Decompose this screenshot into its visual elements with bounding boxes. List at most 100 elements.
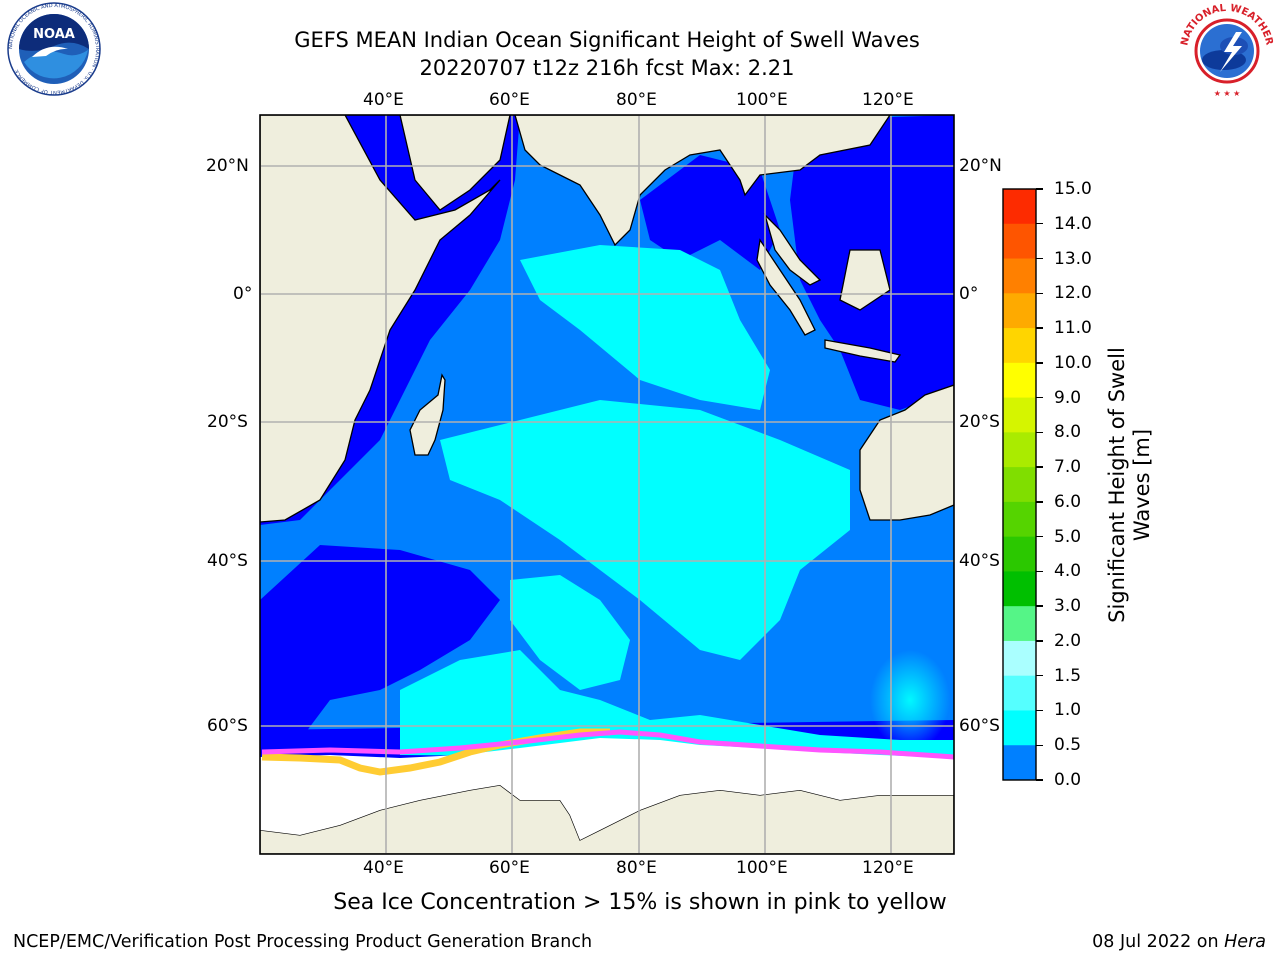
colorbar-tick-mark xyxy=(1036,675,1043,677)
colorbar-band xyxy=(1003,293,1036,329)
map-grid xyxy=(260,115,954,854)
colorbar-tick-label: 8.0 xyxy=(1054,422,1082,443)
colorbar-tick-mark xyxy=(1036,709,1043,712)
colorbar-tick-label: 12.0 xyxy=(1054,283,1092,304)
colorbar-tick-mark xyxy=(1036,535,1043,538)
colorbar-tick-mark xyxy=(1036,257,1043,260)
noaa-logo-icon: NATIONAL OCEANIC AND ATMOSPHERIC ADMINIS… xyxy=(7,2,101,96)
colorbar-tick-mark xyxy=(1036,605,1043,607)
lat-tick-right: 60°S xyxy=(959,716,1000,736)
colorbar-tick-mark xyxy=(1036,570,1043,573)
colorbar-band xyxy=(1003,501,1036,538)
map-frame xyxy=(259,114,955,855)
lon-tick-top: 40°E xyxy=(363,90,404,110)
land-australia xyxy=(859,384,954,521)
land-india-asia xyxy=(514,115,891,247)
colorbar-band xyxy=(1003,397,1036,433)
colorbar-band xyxy=(1003,606,1036,642)
colorbar-tick-label: 15.0 xyxy=(1054,179,1092,199)
land-arabia xyxy=(399,115,511,211)
lon-tick-top: 60°E xyxy=(489,90,530,110)
colorbar-tick-mark xyxy=(1036,188,1043,190)
lon-tick-bottom: 120°E xyxy=(862,858,914,878)
footer-credit: NCEP/EMC/Verification Post Processing Pr… xyxy=(13,932,593,952)
footer-host: Hera xyxy=(1224,932,1266,952)
ocean-high-north xyxy=(520,245,770,410)
colorbar-tick-mark xyxy=(1036,466,1043,468)
lon-tick-bottom: 40°E xyxy=(363,858,404,878)
colorbar-tick-label: 2.0 xyxy=(1054,630,1082,651)
colorbar-tick-label: 6.0 xyxy=(1054,491,1082,512)
colorbar-tick-label: 14.0 xyxy=(1054,213,1092,234)
colorbar-band xyxy=(1003,258,1036,294)
colorbar-band xyxy=(1003,467,1036,503)
ocean-high-patch xyxy=(870,650,950,750)
colorbar-band xyxy=(1003,362,1036,399)
lon-tick-bottom: 100°E xyxy=(736,858,788,878)
colorbar xyxy=(1002,188,1037,781)
lat-tick-left: 40°S xyxy=(207,551,248,571)
lat-tick-left: 60°S xyxy=(207,716,248,736)
noaa-logo-text: NOAA xyxy=(33,27,75,42)
land xyxy=(260,115,954,854)
lon-tick-top: 80°E xyxy=(616,90,657,110)
colorbar-tick-mark xyxy=(1036,362,1043,364)
colorbar-band xyxy=(1003,432,1036,468)
land-africa xyxy=(260,115,501,523)
land-java xyxy=(824,339,902,363)
lat-tick-left: 20°S xyxy=(207,412,248,432)
lon-tick-bottom: 60°E xyxy=(489,858,530,878)
ocean-high-central xyxy=(440,400,850,660)
colorbar-tick-mark xyxy=(1036,431,1043,434)
colorbar-tick-mark xyxy=(1036,779,1043,781)
colorbar-band xyxy=(1003,640,1036,677)
land-sumatra xyxy=(756,238,816,336)
land-malaysia-borneo xyxy=(763,212,891,311)
footer-date: 08 Jul 2022 on Hera xyxy=(1092,932,1266,952)
colorbar-band xyxy=(1003,571,1036,607)
lat-tick-right: 20°N xyxy=(959,156,1002,176)
lat-tick-right: 40°S xyxy=(959,551,1000,571)
colorbar-tick-label: 7.0 xyxy=(1054,457,1082,478)
ice-edge-pink xyxy=(261,729,954,760)
nws-logo-icon: NATIONAL WEATHER SERVICE ★ ★ ★ xyxy=(1176,2,1275,98)
colorbar-band xyxy=(1003,536,1036,572)
lon-tick-top: 120°E xyxy=(862,90,914,110)
ocean-high-southwest xyxy=(510,575,630,690)
colorbar-band xyxy=(1003,745,1036,781)
ocean-deep-south xyxy=(260,545,500,750)
colorbar-tick-label: 11.0 xyxy=(1054,318,1092,339)
chart-subtitle: 20220707 t12z 216h fcst Max: 2.21 xyxy=(419,56,795,80)
colorbar-tick-label: 0.5 xyxy=(1054,735,1082,756)
colorbar-band xyxy=(1003,189,1036,225)
colorbar-tick-label: 1.0 xyxy=(1054,700,1082,721)
chart-title: GEFS MEAN Indian Ocean Significant Heigh… xyxy=(294,28,920,52)
colorbar-tick-mark xyxy=(1036,223,1043,225)
colorbar-tick-label: 3.0 xyxy=(1054,596,1082,617)
colorbar-band xyxy=(1003,710,1036,746)
colorbar-band xyxy=(1003,328,1036,364)
colorbar-band xyxy=(1003,675,1036,711)
ocean-high-south xyxy=(400,650,954,760)
colorbar-tick-label: 0.0 xyxy=(1054,770,1082,790)
land-madagascar xyxy=(409,373,446,456)
lon-tick-top: 100°E xyxy=(736,90,788,110)
colorbar-tick-label: 9.0 xyxy=(1054,387,1082,408)
colorbar-tick-mark xyxy=(1036,292,1043,294)
colorbar-tick-mark xyxy=(1036,501,1043,503)
colorbar-tick-mark xyxy=(1036,640,1043,642)
svg-text:★ ★ ★: ★ ★ ★ xyxy=(1214,89,1241,98)
sea-ice-caption: Sea Ice Concentration > 15% is shown in … xyxy=(333,890,947,915)
colorbar-tick-label: 4.0 xyxy=(1054,561,1082,582)
colorbar-tick-mark xyxy=(1036,744,1043,746)
colorbar-tick-mark xyxy=(1036,396,1043,399)
colorbar-tick-mark xyxy=(1036,327,1043,329)
colorbar-tick-label: 10.0 xyxy=(1054,352,1092,373)
colorbar-tick-label: 13.0 xyxy=(1054,248,1092,269)
lat-tick-left: 20°N xyxy=(206,156,249,176)
colorbar-band xyxy=(1003,223,1036,260)
lat-tick-right: 20°S xyxy=(959,412,1000,432)
colorbar-tick-label: 1.5 xyxy=(1054,665,1082,686)
colorbar-label: Significant Height of Swell Waves [m] xyxy=(1105,347,1154,623)
